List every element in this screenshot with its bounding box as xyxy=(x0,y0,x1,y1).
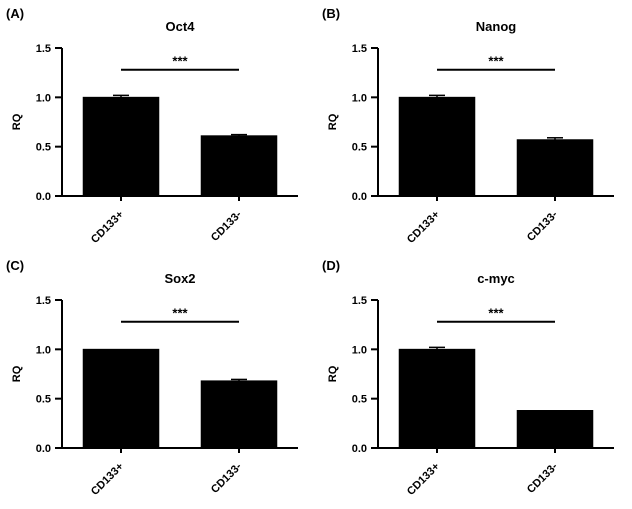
bar xyxy=(398,96,476,197)
bar-chart-svg: 0.0 0.5 1.0 1.5 RQ CD133+ CD133- *** xyxy=(327,43,614,246)
y-tick-label: 0.0 xyxy=(36,191,51,203)
y-tick-label: 1.0 xyxy=(352,344,367,356)
bar xyxy=(200,135,278,197)
y-tick-label: 0.0 xyxy=(36,443,51,455)
panel-label: (B) xyxy=(322,6,341,21)
panel-label: (C) xyxy=(6,258,25,273)
x-tick-label: CD133- xyxy=(209,208,245,244)
y-axis-title: RQ xyxy=(11,365,23,382)
y-tick-label: 0.0 xyxy=(352,443,367,455)
panel-head: (D) c-myc xyxy=(316,256,632,290)
bar-chart-svg: 0.0 0.5 1.0 1.5 RQ CD133+ CD133- *** xyxy=(11,295,298,498)
bar-chart-svg: 0.0 0.5 1.0 1.5 RQ CD133+ CD133- *** xyxy=(11,43,298,246)
chart-title: Oct4 xyxy=(165,19,195,34)
x-tick-label: CD133- xyxy=(525,208,561,244)
x-tick-label: CD133+ xyxy=(89,209,126,246)
chart-title: Sox2 xyxy=(164,271,196,286)
y-tick-label: 1.0 xyxy=(36,92,51,104)
bar-chart: 0.0 0.5 1.0 1.5 RQ CD133+ CD133- *** xyxy=(320,38,628,252)
panel-a: (A) Oct4 0.0 0.5 1.0 1.5 RQ CD133+ CD133- *** xyxy=(0,0,316,252)
panel-c: (C) Sox2 0.0 0.5 1.0 1.5 RQ CD133+ CD133- *** xyxy=(0,252,316,504)
y-tick-label: 1.5 xyxy=(36,295,51,307)
y-tick-label: 1.0 xyxy=(352,92,367,104)
bar xyxy=(516,139,594,197)
bar xyxy=(82,96,160,197)
bar-chart: 0.0 0.5 1.0 1.5 RQ CD133+ CD133- *** xyxy=(4,38,312,252)
y-tick-label: 1.5 xyxy=(352,295,367,307)
panel-head: (C) Sox2 xyxy=(0,256,316,290)
significance-stars: *** xyxy=(172,54,188,69)
x-tick-label: CD133+ xyxy=(405,461,442,498)
y-tick-label: 0.0 xyxy=(352,191,367,203)
y-axis-title: RQ xyxy=(327,113,339,130)
panel-d: (D) c-myc 0.0 0.5 1.0 1.5 RQ CD133+ CD133- *** xyxy=(316,252,632,504)
y-tick-label: 1.5 xyxy=(36,43,51,55)
panel-head: (B) Nanog xyxy=(316,4,632,38)
significance-stars: *** xyxy=(488,54,504,69)
y-tick-label: 0.5 xyxy=(352,394,367,406)
y-tick-label: 1.5 xyxy=(352,43,367,55)
x-tick-label: CD133- xyxy=(209,460,245,496)
bar-chart: 0.0 0.5 1.0 1.5 RQ CD133+ CD133- *** xyxy=(320,290,628,504)
bar xyxy=(398,348,476,449)
bar xyxy=(82,348,160,449)
x-tick-label: CD133+ xyxy=(89,461,126,498)
panel-label: (D) xyxy=(322,258,341,273)
x-tick-label: CD133+ xyxy=(405,209,442,246)
panel-label: (A) xyxy=(6,6,25,21)
y-tick-label: 0.5 xyxy=(36,142,51,154)
x-tick-label: CD133- xyxy=(525,460,561,496)
panel-b: (B) Nanog 0.0 0.5 1.0 1.5 RQ CD133+ CD133- *** xyxy=(316,0,632,252)
chart-title: c-myc xyxy=(477,271,515,286)
significance-stars: *** xyxy=(488,306,504,321)
y-tick-label: 1.0 xyxy=(36,344,51,356)
panel-head: (A) Oct4 xyxy=(0,4,316,38)
bar xyxy=(200,380,278,449)
chart-title: Nanog xyxy=(475,19,517,34)
y-tick-label: 0.5 xyxy=(36,394,51,406)
y-tick-label: 0.5 xyxy=(352,142,367,154)
bar-chart-svg: 0.0 0.5 1.0 1.5 RQ CD133+ CD133- *** xyxy=(327,295,614,498)
significance-stars: *** xyxy=(172,306,188,321)
y-axis-title: RQ xyxy=(11,113,23,130)
bar-chart: 0.0 0.5 1.0 1.5 RQ CD133+ CD133- *** xyxy=(4,290,312,504)
y-axis-title: RQ xyxy=(327,365,339,382)
bar xyxy=(516,410,594,449)
